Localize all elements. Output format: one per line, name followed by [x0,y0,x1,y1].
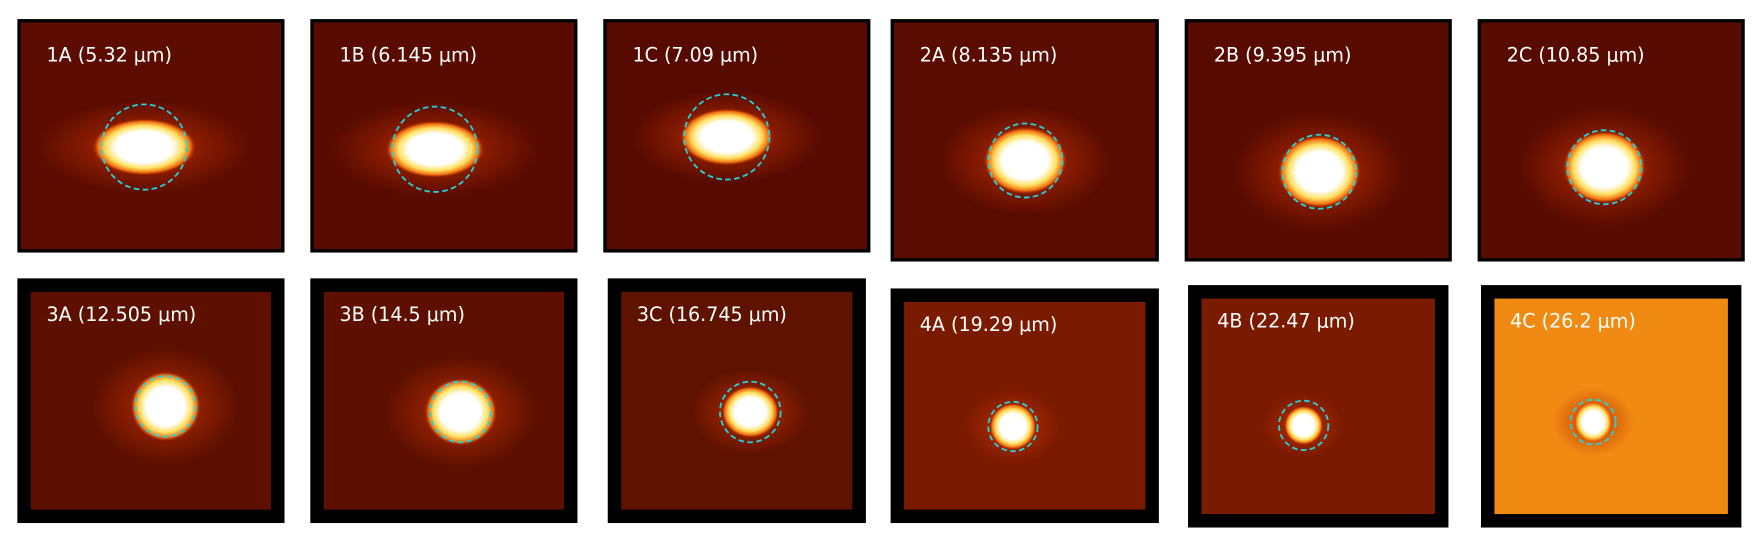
aperture-circle [429,380,492,444]
source-core [424,378,497,446]
source-core [680,108,774,166]
panel-label: 3A (12.505 μm) [47,304,197,326]
aperture-circle [987,122,1064,199]
source-core [1278,135,1361,208]
source-core [130,371,201,442]
aperture-circle [391,105,479,193]
aperture-circle [1566,129,1643,206]
source-core [92,118,196,176]
panel-label: 3C (16.745 μm) [637,304,787,326]
panel-label: 2C (10.85 μm) [1507,45,1645,67]
source-core [989,403,1037,450]
aperture-circle [683,93,771,181]
aperture-circle [134,375,197,438]
panel-label: 4B (22.47 μm) [1217,311,1355,333]
source-core [385,120,484,178]
source-core [983,126,1067,195]
aperture-circle [100,103,188,191]
aperture-circle [1569,398,1617,446]
aperture-circle [987,400,1039,453]
panel-label: 4A (19.29 μm) [920,314,1058,336]
panel-label: 1C (7.09 μm) [632,45,758,67]
source-core [1563,131,1646,204]
panel-label: 2A (8.135 μm) [920,45,1058,67]
panel-label: 1A (5.32 μm) [47,45,172,67]
panel-label: 3B (14.5 μm) [340,304,465,326]
aperture-circle [1278,399,1330,451]
source-core [721,386,779,438]
aperture-circle [719,380,782,444]
panel-label: 4C (26.2 μm) [1510,311,1636,333]
aperture-circle [1281,133,1358,210]
panel-label: 2B (9.395 μm) [1214,45,1352,67]
panel-label: 1B (6.145 μm) [340,45,478,67]
source-core [1284,406,1324,445]
source-core [1573,401,1613,443]
